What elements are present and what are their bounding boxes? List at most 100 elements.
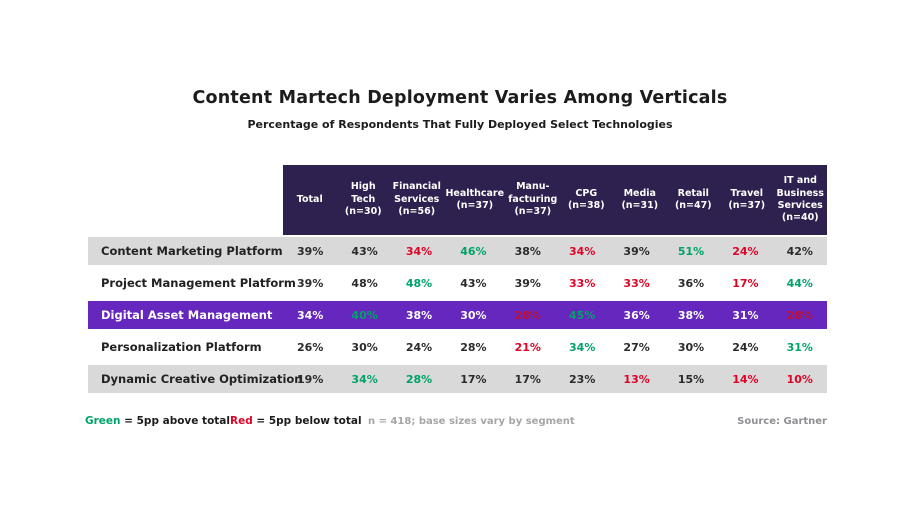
value-cell: 42% xyxy=(786,244,813,258)
value-cell: 17% xyxy=(460,372,487,386)
column-header: CPG (n=38) xyxy=(559,165,614,235)
legend-green-label: Green xyxy=(85,415,121,427)
column-header: Travel (n=37) xyxy=(720,165,774,235)
value-cell: 10% xyxy=(786,372,813,386)
column-sample-size: (n=37) xyxy=(514,206,552,218)
column-sample-size: (n=56) xyxy=(398,206,436,218)
value-cell: 34% xyxy=(297,308,324,322)
value-cell: 17% xyxy=(514,372,541,386)
row-label: Dynamic Creative Optimization xyxy=(101,372,303,386)
value-cell: 51% xyxy=(677,244,705,258)
value-cell: 39% xyxy=(514,276,541,290)
table-row: Digital Asset Management 34% 40% 38% 30% 28% 4… xyxy=(88,301,827,329)
value-cell: 27% xyxy=(623,340,650,354)
row-label: Personalization Platform xyxy=(101,340,262,354)
column-name: Total xyxy=(296,193,323,205)
value-cell: 34% xyxy=(351,372,378,386)
value-cell: 26% xyxy=(297,340,324,354)
column-sample-size: (n=38) xyxy=(567,200,605,211)
legend-red-label: Red xyxy=(230,415,253,427)
row-label: Digital Asset Management xyxy=(101,308,273,322)
sample-note: n = 418; base sizes vary by segment xyxy=(368,416,575,427)
column-name: Retail xyxy=(677,187,709,199)
column-header: IT and Business Services (n=40) xyxy=(773,165,827,235)
column-name: Financial Services xyxy=(392,181,441,205)
column-header: Retail (n=47) xyxy=(666,165,720,235)
value-cell: 28% xyxy=(786,308,813,322)
column-header: Healthcare (n=37) xyxy=(443,165,507,235)
value-cell: 19% xyxy=(297,372,324,386)
column-header: Manu-facturing (n=37) xyxy=(506,165,560,235)
column-name: Manu-facturing xyxy=(508,181,558,205)
column-header: Financial Services (n=56) xyxy=(389,165,444,235)
source-label: Source: Gartner xyxy=(737,416,827,427)
value-cell: 36% xyxy=(677,276,705,290)
table-row: Project Management Platform 39% 48% 48% 43% 3… xyxy=(88,269,827,297)
value-cell: 38% xyxy=(405,308,433,322)
table-body: Content Marketing Platform 39% 43% 34% 46% 38… xyxy=(88,237,827,393)
column-header: High Tech (n=30) xyxy=(336,165,390,235)
value-cell: 24% xyxy=(732,244,759,258)
value-cell: 30% xyxy=(351,340,378,354)
value-cell: 14% xyxy=(732,372,759,386)
column-header: Media (n=31) xyxy=(613,165,667,235)
value-cell: 45% xyxy=(569,308,596,322)
column-sample-size: (n=31) xyxy=(621,200,659,211)
value-cell: 34% xyxy=(569,244,596,258)
table-header-row: Total High Tech (n=30) Financial Services (n… xyxy=(88,165,827,235)
value-cell: 39% xyxy=(297,244,324,258)
value-cell: 13% xyxy=(623,372,650,386)
column-name: CPG xyxy=(575,187,598,199)
column-name: High Tech xyxy=(350,181,376,205)
value-cell: 31% xyxy=(786,340,813,354)
chart-subtitle: Percentage of Respondents That Fully Dep… xyxy=(247,118,673,131)
value-cell: 24% xyxy=(732,340,759,354)
value-cell: 40% xyxy=(351,308,378,322)
header-spacer xyxy=(88,165,283,235)
chart-title: Content Martech Deployment Varies Among … xyxy=(192,88,728,108)
value-cell: 31% xyxy=(732,308,759,322)
column-header: Total xyxy=(283,165,337,235)
legend-green: Green = 5pp above total xyxy=(85,415,230,427)
value-cell: 43% xyxy=(351,244,378,258)
value-cell: 28% xyxy=(514,308,541,322)
table-row: Content Marketing Platform 39% 43% 34% 46% 38… xyxy=(88,237,827,265)
legend-red-text: = 5pp below total xyxy=(256,415,362,427)
value-cell: 46% xyxy=(460,244,487,258)
row-label: Project Management Platform xyxy=(101,276,296,290)
value-cell: 33% xyxy=(623,276,650,290)
column-sample-size: (n=37) xyxy=(456,200,494,211)
row-label: Content Marketing Platform xyxy=(101,244,283,258)
column-sample-size: (n=40) xyxy=(781,212,819,224)
value-cell: 44% xyxy=(786,276,813,290)
column-name: Healthcare xyxy=(445,187,505,199)
value-cell: 15% xyxy=(677,372,705,386)
value-cell: 30% xyxy=(460,308,487,322)
column-sample-size: (n=37) xyxy=(728,200,766,211)
value-cell: 39% xyxy=(623,244,650,258)
column-sample-size: (n=30) xyxy=(344,206,382,218)
deployment-table: Total High Tech (n=30) Financial Services (n… xyxy=(88,165,827,397)
value-cell: 30% xyxy=(677,340,705,354)
value-cell: 38% xyxy=(514,244,541,258)
column-name: IT and Business Services xyxy=(776,175,824,211)
legend-green-text: = 5pp above total xyxy=(124,415,230,427)
table-row: Personalization Platform 26% 30% 24% 28% 21% 3… xyxy=(88,333,827,361)
value-cell: 48% xyxy=(405,276,433,290)
value-cell: 39% xyxy=(297,276,324,290)
value-cell: 34% xyxy=(405,244,433,258)
value-cell: 28% xyxy=(460,340,487,354)
table-row: Dynamic Creative Optimization 19% 34% 28% 17… xyxy=(88,365,827,393)
value-cell: 34% xyxy=(569,340,596,354)
value-cell: 43% xyxy=(460,276,487,290)
value-cell: 36% xyxy=(623,308,650,322)
value-cell: 21% xyxy=(514,340,541,354)
legend-red: Red = 5pp below total xyxy=(230,415,362,427)
column-name: Media xyxy=(623,187,656,199)
value-cell: 17% xyxy=(732,276,759,290)
column-name: Travel xyxy=(730,187,763,199)
value-cell: 23% xyxy=(569,372,596,386)
value-cell: 28% xyxy=(405,372,433,386)
value-cell: 38% xyxy=(677,308,705,322)
